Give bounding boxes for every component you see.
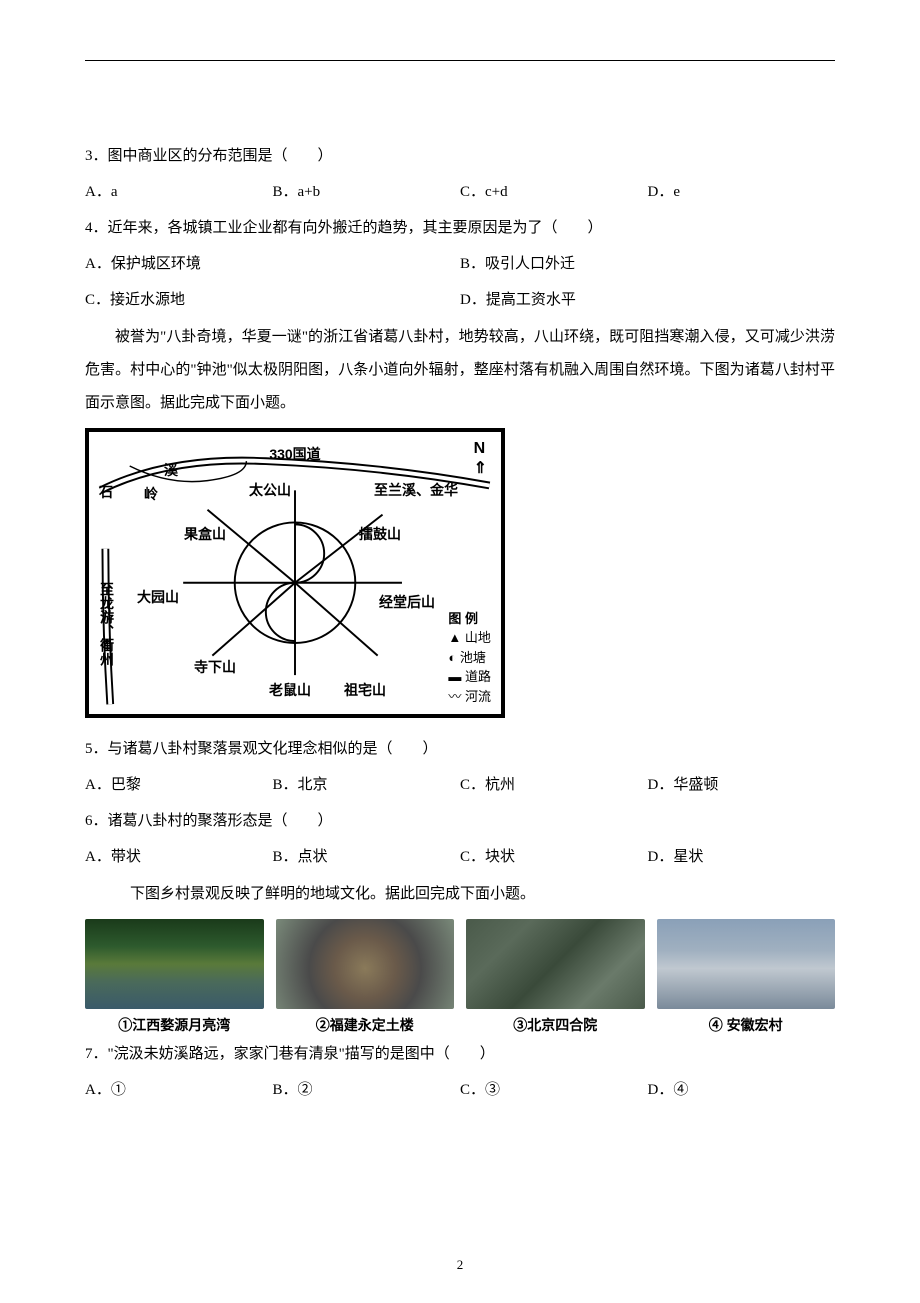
q5-opt-b: B．北京 [273, 770, 461, 800]
img-cell-3: ③北京四合院 [466, 919, 645, 1035]
passage-2: 下图乡村景观反映了鲜明的地域文化。据此回完成下面小题。 [85, 878, 835, 911]
img-cell-2: ②福建永定土楼 [276, 919, 455, 1035]
q7-opt-a: A．① [85, 1075, 273, 1105]
passage-1: 被誉为"八卦奇境，华夏一谜"的浙江省诸葛八卦村，地势较高，八山环绕，既可阻挡寒潮… [85, 321, 835, 420]
q3-opt-b: B．a+b [273, 177, 461, 207]
q3-options: A．a B．a+b C．c+d D．e [85, 177, 835, 207]
map-lbl-guohe: 果盒山 [184, 524, 226, 544]
map-lbl-sixia: 寺下山 [194, 657, 236, 677]
q4-stem: 4．近年来，各城镇工业企业都有向外搬迁的趋势，其主要原因是为了（ ） [85, 213, 835, 243]
map-lbl-laoshu: 老鼠山 [269, 680, 311, 700]
map-box: 330国道 N⇑ 溪 石 岭 太公山 至兰溪、金华 果盒山 擂鼓山 大园山 经堂… [85, 428, 505, 718]
q4-opt-b: B．吸引人口外迁 [460, 249, 835, 279]
q7-options: A．① B．② C．③ D．④ [85, 1075, 835, 1105]
q4-opt-d: D．提高工资水平 [460, 285, 835, 315]
map-lbl-longyou: 至龙游、衢州 [97, 582, 117, 666]
q7-opt-d: D．④ [648, 1075, 836, 1105]
map-lbl-taigong: 太公山 [249, 480, 291, 500]
map-north: N⇑ [474, 440, 487, 478]
cap-3: ③北京四合院 [513, 1015, 597, 1035]
q5-opt-c: C．杭州 [460, 770, 648, 800]
q5-opt-d: D．华盛顿 [648, 770, 836, 800]
q4-opt-c: C．接近水源地 [85, 285, 460, 315]
page-number: 2 [457, 1257, 464, 1273]
legend-road: ▬ 道路 [448, 667, 491, 687]
cap-1: ①江西婺源月亮湾 [118, 1015, 230, 1035]
img-cell-4: ④ 安徽宏村 [657, 919, 836, 1035]
q4-options-row2: C．接近水源地 D．提高工资水平 [85, 285, 835, 315]
legend-river: 〰 河流 [448, 687, 491, 707]
img-cell-1: ①江西婺源月亮湾 [85, 919, 264, 1035]
q3-opt-d: D．e [648, 177, 836, 207]
q6-opt-b: B．点状 [273, 842, 461, 872]
map-svg [89, 432, 501, 714]
legend-title: 图 例 [448, 609, 491, 629]
cap-2: ②福建永定土楼 [316, 1015, 414, 1035]
map-lbl-leigu: 擂鼓山 [359, 524, 401, 544]
thumb-4 [657, 919, 836, 1009]
map-legend: 图 例 ▲ 山地 ◐ 池塘 ▬ 道路 〰 河流 [448, 609, 491, 707]
image-row: ①江西婺源月亮湾 ②福建永定土楼 ③北京四合院 ④ 安徽宏村 [85, 919, 835, 1035]
cap-4: ④ 安徽宏村 [709, 1015, 783, 1035]
map-lbl-jingtang: 经堂后山 [379, 592, 435, 612]
map-lbl-zuzhai: 祖宅山 [344, 680, 386, 700]
q6-opt-c: C．块状 [460, 842, 648, 872]
q5-options: A．巴黎 B．北京 C．杭州 D．华盛顿 [85, 770, 835, 800]
map-lbl-ling: 岭 [144, 484, 158, 504]
q7-stem: 7．"浣汲未妨溪路远，家家门巷有清泉"描写的是图中（ ） [85, 1039, 835, 1069]
map-road-label: 330国道 [269, 444, 320, 464]
map-lbl-lanxi: 至兰溪、金华 [374, 480, 458, 500]
legend-mtn: ▲ 山地 [448, 628, 491, 648]
q3-opt-c: C．c+d [460, 177, 648, 207]
q5-stem: 5．与诸葛八卦村聚落景观文化理念相似的是（ ） [85, 734, 835, 764]
q6-opt-d: D．星状 [648, 842, 836, 872]
q7-opt-c: C．③ [460, 1075, 648, 1105]
thumb-1 [85, 919, 264, 1009]
thumb-2 [276, 919, 455, 1009]
q6-opt-a: A．带状 [85, 842, 273, 872]
q6-stem: 6．诸葛八卦村的聚落形态是（ ） [85, 806, 835, 836]
q3-stem: 3．图中商业区的分布范围是（ ） [85, 141, 835, 171]
q6-options: A．带状 B．点状 C．块状 D．星状 [85, 842, 835, 872]
top-rule [85, 60, 835, 61]
legend-pond: ◐ 池塘 [448, 648, 491, 668]
thumb-3 [466, 919, 645, 1009]
map-figure: 330国道 N⇑ 溪 石 岭 太公山 至兰溪、金华 果盒山 擂鼓山 大园山 经堂… [85, 428, 835, 718]
q5-opt-a: A．巴黎 [85, 770, 273, 800]
q4-opt-a: A．保护城区环境 [85, 249, 460, 279]
q3-opt-a: A．a [85, 177, 273, 207]
map-lbl-dayuan: 大园山 [137, 587, 179, 607]
q4-options-row1: A．保护城区环境 B．吸引人口外迁 [85, 249, 835, 279]
map-lbl-xi: 溪 [164, 460, 178, 480]
q7-opt-b: B．② [273, 1075, 461, 1105]
map-lbl-shi: 石 [99, 482, 113, 502]
